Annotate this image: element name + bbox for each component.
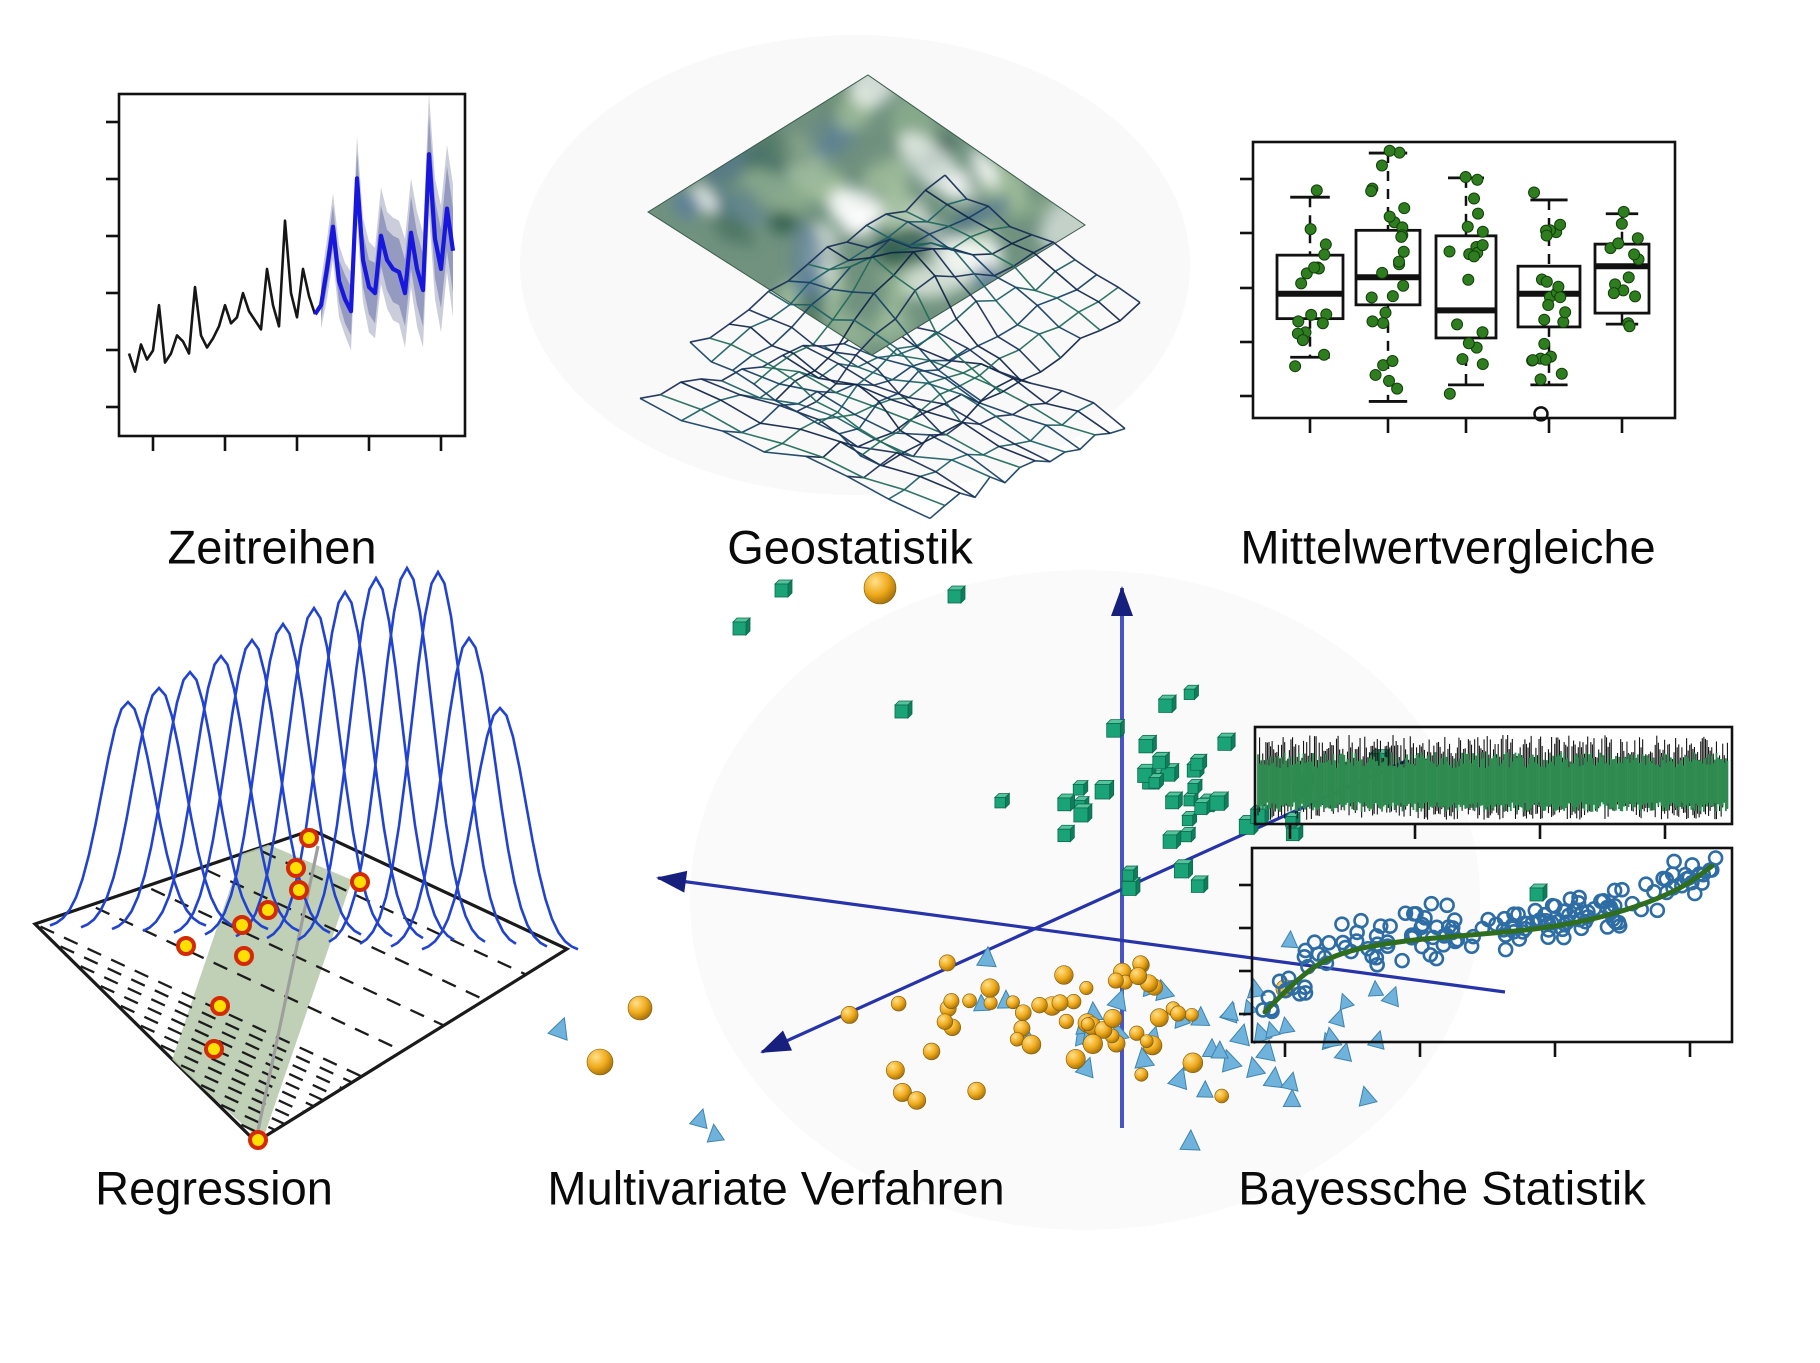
panel-label-regression: Regression — [95, 1161, 333, 1215]
panel-label-bayes: Bayessche Statistik — [1238, 1161, 1646, 1215]
panel-label-geostatistik: Geostatistik — [727, 520, 973, 574]
panel-label-mittelwertvergleiche: Mittelwertvergleiche — [1240, 520, 1656, 574]
panel-label-multivariate: Multivariate Verfahren — [547, 1161, 1005, 1215]
panel-label-zeitreihen: Zeitreihen — [167, 520, 377, 574]
